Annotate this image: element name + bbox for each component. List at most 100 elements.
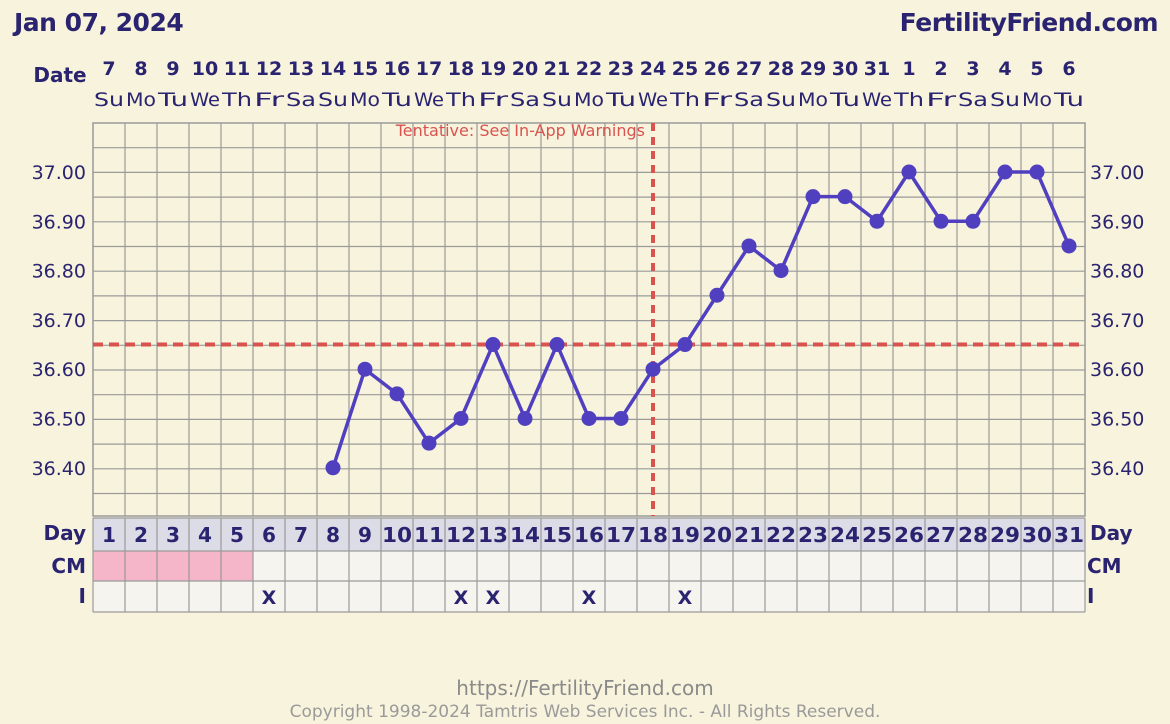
temperature-point <box>485 337 501 353</box>
y-tick-label-left: 36.70 <box>32 310 86 332</box>
temperature-point <box>805 189 821 205</box>
cycle-day-label: 12 <box>446 523 476 547</box>
day-row-bg <box>93 518 1085 551</box>
y-tick-label-left: 36.40 <box>32 458 86 480</box>
cm-row-label-left: CM <box>51 554 86 578</box>
y-tick-label-left: 36.80 <box>32 261 86 283</box>
temperature-point <box>709 287 725 303</box>
cm-menstruation-cell <box>221 551 253 581</box>
temperature-point <box>965 213 981 229</box>
y-tick-label-right: 36.60 <box>1090 359 1144 381</box>
date-label: 4 <box>998 58 1011 80</box>
weekday-label: Tu <box>1053 89 1084 111</box>
date-label: 21 <box>544 58 570 80</box>
weekday-label: We <box>414 89 444 111</box>
weekday-label: Th <box>893 89 924 111</box>
weekday-label: Su <box>766 89 796 111</box>
temperature-point <box>325 460 341 476</box>
chart-date: Jan 07, 2024 <box>14 8 184 37</box>
cycle-day-label: 9 <box>358 523 372 547</box>
date-label: 3 <box>966 58 979 80</box>
y-tick-label-left: 36.50 <box>32 409 86 431</box>
cycle-day-label: 13 <box>478 523 508 547</box>
day-row-label-left: Day <box>43 521 86 545</box>
date-label: 2 <box>934 58 947 80</box>
cycle-day-label: 28 <box>958 523 988 547</box>
weekday-label: Sa <box>286 89 316 111</box>
footer-url[interactable]: https://FertilityFriend.com <box>456 676 714 700</box>
temperature-point <box>741 238 757 254</box>
cycle-day-label: 31 <box>1054 523 1084 547</box>
cycle-day-label: 11 <box>414 523 444 547</box>
cycle-day-label: 23 <box>798 523 828 547</box>
i-row-label-right: I <box>1087 584 1094 608</box>
y-tick-label-right: 37.00 <box>1090 162 1144 184</box>
day-row-label-right: Day <box>1090 521 1133 545</box>
cycle-day-label: 19 <box>670 523 700 547</box>
cycle-day-label: 16 <box>574 523 604 547</box>
tentative-warning: Tentative: See In-App Warnings <box>395 121 645 140</box>
y-tick-label-right: 36.40 <box>1090 458 1144 480</box>
weekday-label: Tu <box>381 89 412 111</box>
date-label: 11 <box>224 58 250 80</box>
date-label: 1 <box>902 58 915 80</box>
temperature-point <box>549 337 565 353</box>
y-tick-label-left: 37.00 <box>32 162 86 184</box>
y-tick-label-left: 36.90 <box>32 211 86 233</box>
cycle-day-label: 7 <box>294 523 308 547</box>
grid-border <box>92 122 1086 517</box>
temperature-point <box>837 189 853 205</box>
weekday-label: Tu <box>605 89 636 111</box>
y-tick-label-right: 36.80 <box>1090 261 1144 283</box>
date-label: 15 <box>352 58 378 80</box>
date-label: 9 <box>166 58 179 80</box>
cycle-day-label: 27 <box>926 523 956 547</box>
date-label: 27 <box>736 58 762 80</box>
temperature-point <box>869 213 885 229</box>
weekday-label: Th <box>221 89 252 111</box>
temperature-point <box>677 337 693 353</box>
weekday-label: Fr <box>926 89 956 111</box>
temperature-point <box>453 411 469 426</box>
date-label: 20 <box>512 58 538 80</box>
temperature-point <box>613 411 629 426</box>
cm-row-label-right: CM <box>1087 554 1122 578</box>
y-tick-label-right: 36.50 <box>1090 409 1144 431</box>
i-row-label-left: I <box>79 584 86 608</box>
cm-menstruation-cell <box>157 551 189 581</box>
weekday-label: Su <box>990 89 1020 111</box>
weekday-label: Mo <box>798 89 828 111</box>
date-label: 22 <box>576 58 602 80</box>
date-label: 17 <box>416 58 442 80</box>
cycle-day-label: 5 <box>230 523 244 547</box>
weekday-label: Tu <box>829 89 860 111</box>
weekday-label: Fr <box>478 89 508 111</box>
date-label: 26 <box>704 58 730 80</box>
date-label: 6 <box>1062 58 1075 80</box>
date-label: 16 <box>384 58 410 80</box>
weekday-label: Su <box>318 89 348 111</box>
cycle-day-label: 29 <box>990 523 1020 547</box>
cycle-day-label: 17 <box>606 523 636 547</box>
date-row-label: Date <box>33 63 86 87</box>
weekday-label: We <box>190 89 220 111</box>
cycle-day-label: 20 <box>702 523 732 547</box>
cm-menstruation-cell <box>125 551 157 581</box>
weekday-label: We <box>638 89 668 111</box>
date-label: 19 <box>480 58 506 80</box>
weekday-label: Su <box>542 89 572 111</box>
weekday-label: Fr <box>254 89 284 111</box>
date-label: 14 <box>320 58 346 80</box>
y-tick-label-left: 36.60 <box>32 359 86 381</box>
cycle-day-label: 30 <box>1022 523 1052 547</box>
date-label: 31 <box>864 58 890 80</box>
intercourse-mark: X <box>454 587 469 609</box>
cycle-day-label: 14 <box>510 523 540 547</box>
date-label: 24 <box>640 58 666 80</box>
brand-name: FertilityFriend.com <box>899 8 1159 37</box>
intercourse-mark: X <box>486 587 501 609</box>
cycle-day-label: 22 <box>766 523 796 547</box>
cycle-day-label: 25 <box>862 523 892 547</box>
date-label: 18 <box>448 58 474 80</box>
